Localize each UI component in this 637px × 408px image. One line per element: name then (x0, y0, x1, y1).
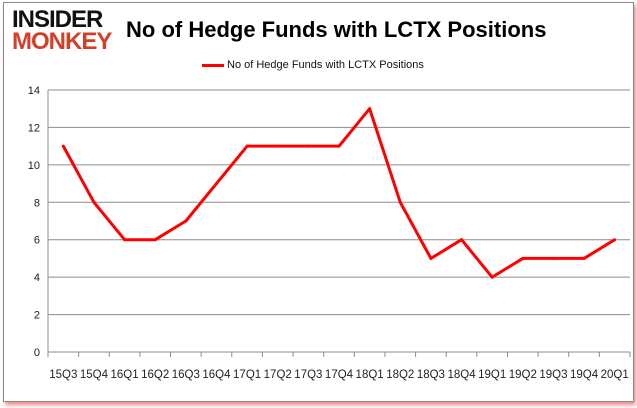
data-point (521, 256, 525, 260)
x-tick-label: 17Q2 (264, 369, 292, 381)
data-point (490, 275, 494, 279)
logo-line1: INSIDER (12, 6, 103, 33)
x-tick-label: 15Q4 (80, 369, 109, 381)
data-point (92, 200, 96, 204)
x-tick-label: 20Q1 (601, 369, 629, 381)
x-tick-label: 18Q3 (417, 369, 445, 381)
x-tick-label: 16Q3 (172, 369, 200, 381)
legend-label: No of Hedge Funds with LCTX Positions (227, 59, 424, 71)
series-line (61, 107, 616, 279)
data-point (214, 182, 218, 186)
logo-line2: MONKEY (12, 28, 112, 55)
data-point (123, 238, 127, 242)
x-tick-label: 16Q4 (202, 369, 231, 381)
x-tick-label: 16Q1 (111, 369, 139, 381)
insider-monkey-logo: INSIDER MONKEY (12, 6, 112, 55)
data-point (337, 144, 341, 148)
data-point (61, 144, 65, 148)
data-point (184, 219, 188, 223)
y-tick-label: 4 (34, 272, 40, 284)
data-point (429, 256, 433, 260)
y-tick-label: 14 (28, 85, 40, 97)
y-tick-label: 0 (34, 347, 40, 359)
x-tick-label: 16Q2 (141, 369, 169, 381)
data-point (460, 238, 464, 242)
x-tick-label: 19Q4 (570, 369, 599, 381)
data-point (276, 144, 280, 148)
data-point (551, 256, 555, 260)
data-point (582, 256, 586, 260)
x-tick-label: 19Q1 (478, 369, 506, 381)
data-point (368, 107, 372, 111)
x-tick-label: 18Q1 (356, 369, 384, 381)
x-tick-label: 15Q3 (49, 369, 77, 381)
data-point (398, 200, 402, 204)
y-tick-label: 12 (28, 122, 40, 134)
y-tick-label: 10 (28, 160, 40, 172)
x-tick-label: 18Q2 (386, 369, 414, 381)
x-tick-label: 19Q3 (539, 369, 567, 381)
data-point (245, 144, 249, 148)
chart-title: No of Hedge Funds with LCTX Positions (126, 17, 547, 42)
x-tick-label: 17Q1 (233, 369, 261, 381)
chart-frame: INSIDER MONKEY No of Hedge Funds with LC… (3, 2, 634, 402)
x-tick-label: 19Q2 (509, 369, 537, 381)
data-point (306, 144, 310, 148)
y-tick-label: 2 (34, 310, 40, 322)
legend: No of Hedge Funds with LCTX Positions (202, 59, 424, 71)
x-tick-label: 17Q3 (294, 369, 322, 381)
x-tick-label: 18Q4 (447, 369, 476, 381)
data-point (613, 238, 617, 242)
x-tick-label: 17Q4 (325, 369, 354, 381)
y-tick-label: 6 (34, 235, 40, 247)
data-point (153, 238, 157, 242)
y-tick-label: 8 (34, 197, 40, 209)
legend-swatch (202, 63, 224, 67)
